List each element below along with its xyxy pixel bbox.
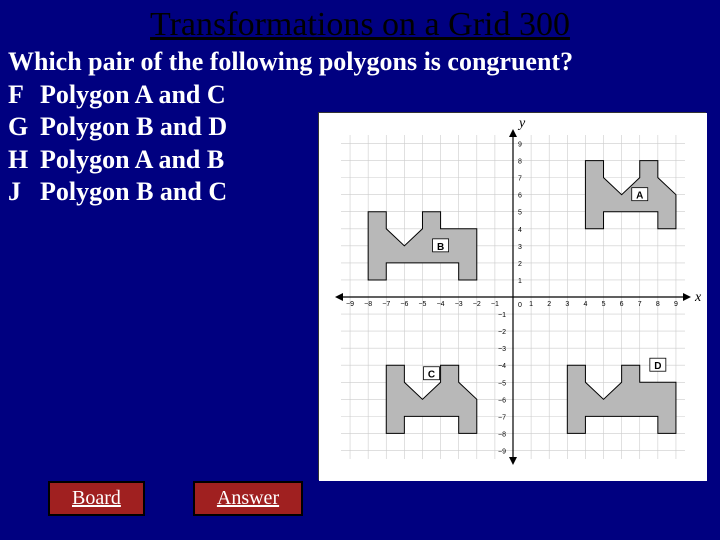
svg-text:3: 3 <box>565 301 569 308</box>
svg-text:−1: −1 <box>498 312 506 319</box>
svg-text:−9: −9 <box>498 448 506 455</box>
svg-text:7: 7 <box>638 301 642 308</box>
svg-text:2: 2 <box>518 261 522 268</box>
svg-text:2: 2 <box>547 301 551 308</box>
svg-text:−8: −8 <box>364 301 372 308</box>
choice-letter: G <box>8 111 40 144</box>
svg-text:0: 0 <box>518 302 522 309</box>
svg-text:−9: −9 <box>346 301 354 308</box>
button-row: Board Answer <box>48 481 303 516</box>
svg-text:y: y <box>517 116 526 131</box>
svg-text:9: 9 <box>674 301 678 308</box>
svg-text:−7: −7 <box>498 414 506 421</box>
svg-text:−2: −2 <box>498 329 506 336</box>
board-button[interactable]: Board <box>48 481 145 516</box>
choice-text: Polygon B and C <box>40 176 227 209</box>
svg-text:−2: −2 <box>473 301 481 308</box>
svg-text:4: 4 <box>583 301 587 308</box>
svg-text:−4: −4 <box>437 301 445 308</box>
svg-text:8: 8 <box>518 159 522 166</box>
choice-letter: J <box>8 176 40 209</box>
svg-text:9: 9 <box>518 142 522 149</box>
svg-text:−5: −5 <box>418 301 426 308</box>
slide-title: Transformations on a Grid 300 <box>0 0 720 44</box>
answer-button[interactable]: Answer <box>193 481 303 516</box>
choice-f: F Polygon A and C <box>8 79 712 112</box>
question-text: Which pair of the following polygons is … <box>0 44 720 79</box>
svg-text:6: 6 <box>620 301 624 308</box>
svg-text:7: 7 <box>518 176 522 183</box>
choice-text: Polygon B and D <box>40 111 227 144</box>
svg-text:C: C <box>428 370 435 381</box>
svg-text:−4: −4 <box>498 363 506 370</box>
svg-text:−6: −6 <box>400 301 408 308</box>
svg-text:B: B <box>437 242 444 253</box>
svg-text:5: 5 <box>518 210 522 217</box>
svg-text:x: x <box>694 290 702 305</box>
svg-text:1: 1 <box>529 301 533 308</box>
svg-text:6: 6 <box>518 193 522 200</box>
svg-text:−3: −3 <box>455 301 463 308</box>
choice-letter: H <box>8 144 40 177</box>
svg-text:3: 3 <box>518 244 522 251</box>
svg-text:1: 1 <box>518 278 522 285</box>
choice-letter: F <box>8 79 40 112</box>
svg-text:A: A <box>636 191 643 202</box>
coordinate-grid-figure: A B C D −9 −9 −8 −8 −7 −7 −6 −6 −5 −5 −4 −4 −3 −3 −2 −2 −1 −1… <box>318 112 706 480</box>
svg-text:D: D <box>654 361 661 372</box>
svg-text:−6: −6 <box>498 397 506 404</box>
svg-text:−8: −8 <box>498 431 506 438</box>
svg-text:−1: −1 <box>491 301 499 308</box>
svg-text:−5: −5 <box>498 380 506 387</box>
svg-text:−7: −7 <box>382 301 390 308</box>
svg-text:8: 8 <box>656 301 660 308</box>
choice-text: Polygon A and C <box>40 79 226 112</box>
svg-text:5: 5 <box>602 301 606 308</box>
svg-text:−3: −3 <box>498 346 506 353</box>
svg-text:4: 4 <box>518 227 522 234</box>
choice-text: Polygon A and B <box>40 144 224 177</box>
